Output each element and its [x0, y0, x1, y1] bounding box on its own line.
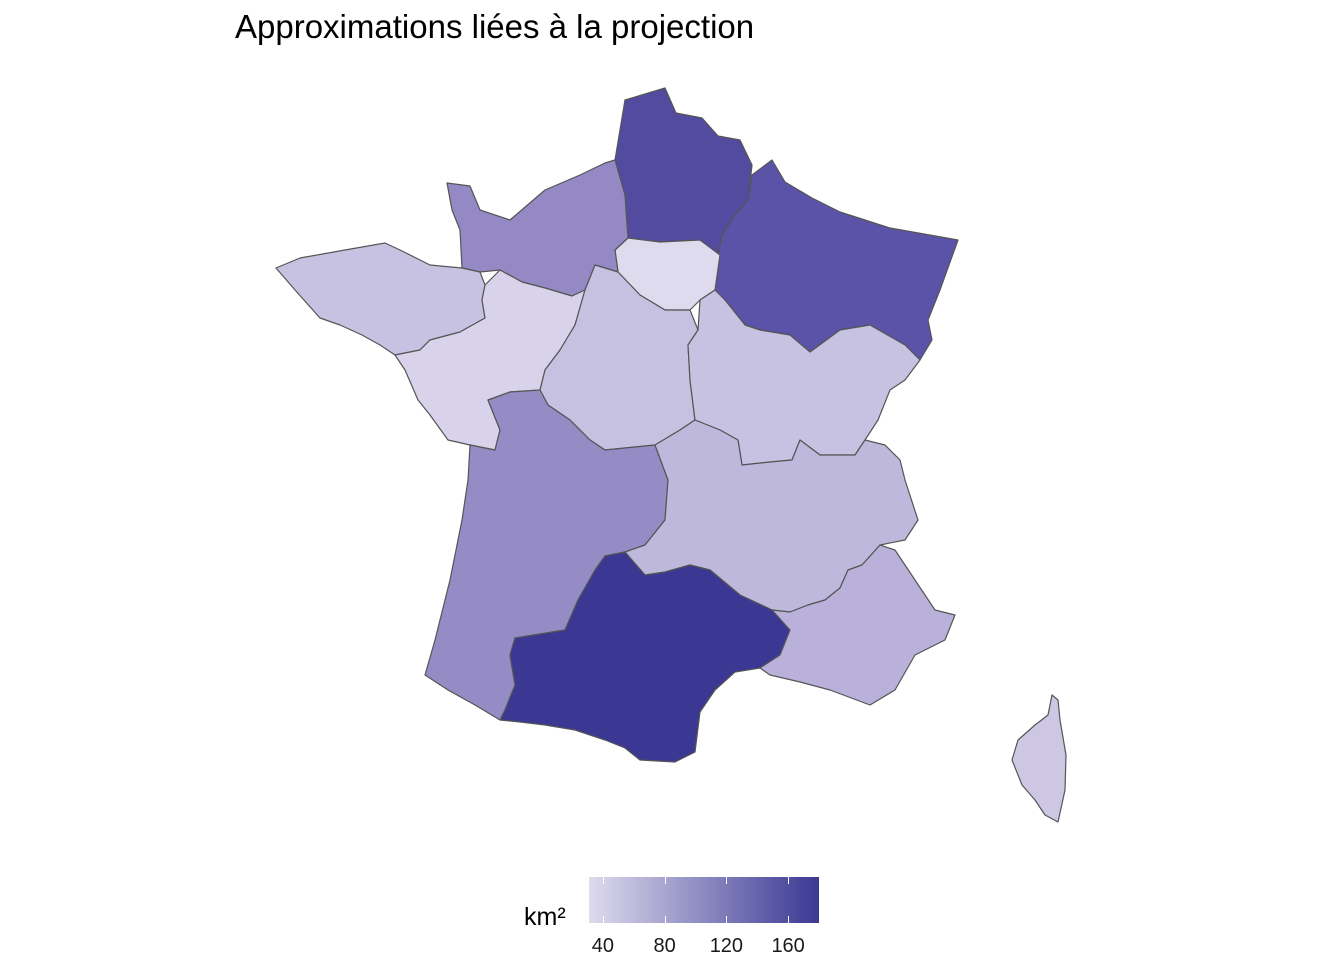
region-occitanie[interactable] [499, 551, 791, 763]
region-corse[interactable] [1011, 694, 1067, 823]
map-title: Approximations liées à la projection [235, 8, 755, 45]
region-provence-alpes-cote-d-azur[interactable] [759, 544, 956, 706]
